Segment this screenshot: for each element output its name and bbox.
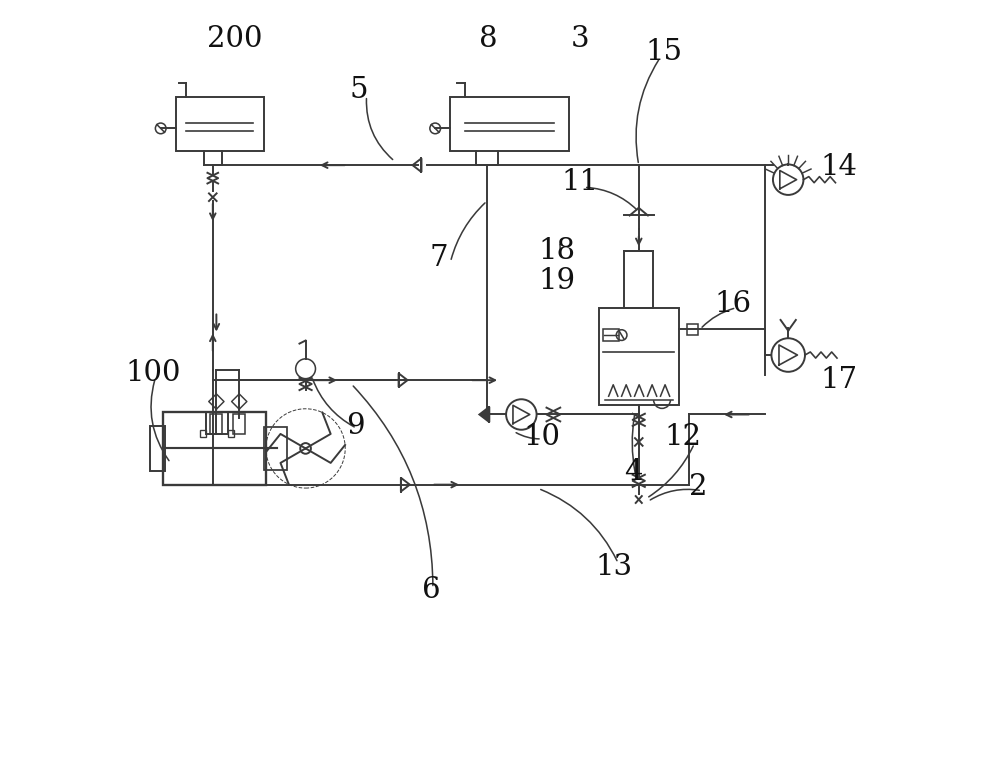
Text: 4: 4 (624, 458, 643, 485)
Text: 19: 19 (539, 267, 576, 295)
Text: 6: 6 (422, 576, 441, 604)
Text: 5: 5 (350, 77, 368, 104)
Bar (176, 97, 264, 151)
Bar (599, 308, 679, 406)
Bar (687, 324, 698, 335)
Bar (163, 412, 266, 485)
Bar (603, 329, 619, 341)
Bar (264, 427, 287, 470)
Text: 8: 8 (479, 25, 498, 53)
Bar (200, 430, 206, 437)
Bar (228, 430, 234, 437)
Text: 17: 17 (821, 366, 858, 394)
Text: 9: 9 (346, 412, 364, 440)
Text: 13: 13 (596, 553, 633, 581)
Text: 18: 18 (539, 237, 576, 264)
Bar (150, 426, 165, 471)
Text: 2: 2 (689, 473, 707, 501)
Circle shape (300, 443, 311, 454)
Text: 3: 3 (571, 25, 589, 53)
Text: 16: 16 (714, 290, 751, 318)
Bar (624, 250, 653, 308)
Text: 15: 15 (645, 38, 682, 66)
Text: 100: 100 (125, 359, 181, 386)
Polygon shape (479, 407, 489, 422)
Bar (450, 97, 569, 151)
Text: 12: 12 (664, 423, 701, 452)
Text: 10: 10 (523, 423, 560, 452)
Text: 200: 200 (207, 25, 262, 53)
Text: 7: 7 (430, 244, 448, 272)
Text: 11: 11 (562, 168, 599, 196)
Text: 14: 14 (821, 153, 858, 180)
Bar (233, 415, 245, 434)
Bar (210, 415, 222, 434)
Bar (206, 412, 228, 434)
